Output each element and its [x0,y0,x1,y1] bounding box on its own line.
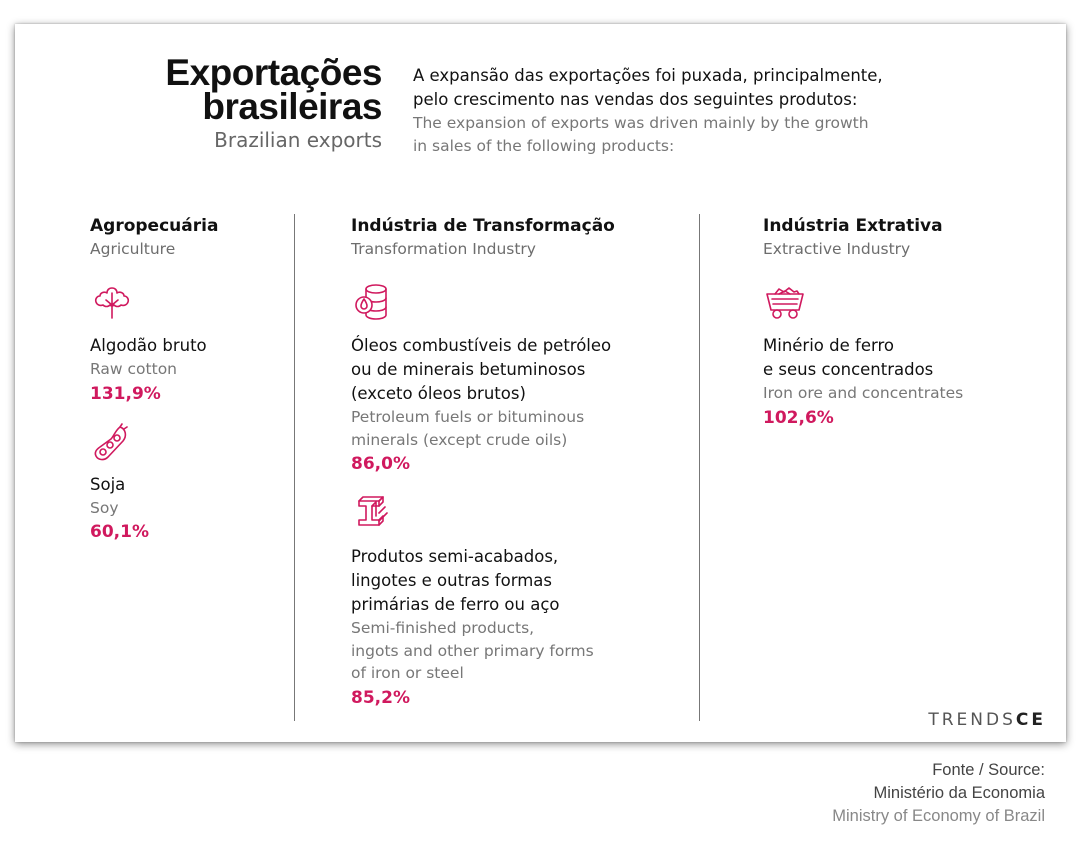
category-extractive: Indústria Extrativa Extractive Industry … [763,214,1033,431]
page-title-line2: brasileiras [202,86,382,127]
growth-percentage: 85,2% [351,687,410,708]
category-subtitle: Extractive Industry [763,240,911,258]
growth-percentage: 86,0% [351,454,410,474]
cotton-icon [90,280,134,324]
intro-pt-line2: pelo crescimento nas vendas dos seguinte… [413,90,858,109]
product-name: Algodão bruto [90,336,207,355]
category-title: Indústria Extrativa [763,216,943,236]
intro-en-line2: in sales of the following products: [413,137,675,155]
product-name-en: of iron or steel [351,664,464,682]
soy-icon [90,421,134,465]
oil-barrel-icon [351,280,395,324]
product-name-en: minerals (except crude oils) [351,430,568,449]
category-title: Agropecuária [90,216,219,236]
product-name: (exceto óleos brutos) [351,384,526,403]
column-divider [294,214,295,721]
intro-text: A expansão das exportações foi puxada, p… [413,64,973,158]
category-subtitle: Transformation Industry [351,240,536,258]
product-name: Óleos combustíveis de petróleo [351,336,612,355]
page-title-line1: Exportações [165,52,382,93]
steel-beam-icon [351,491,395,535]
intro-pt-line1: A expansão das exportações foi puxada, p… [413,66,883,85]
product-name: Produtos semi-acabados, [351,547,559,566]
logo-text: TRENDS [928,710,1016,730]
growth-percentage: 131,9% [90,383,161,404]
source-credit: Fonte / Source: Ministério da Economia M… [832,759,1045,828]
category-subtitle: Agriculture [90,240,176,258]
category-title: Indústria de Transformação [351,216,615,236]
product-name-en: Soy [90,498,119,517]
infographic-card: Exportações brasileiras Brazilian export… [15,24,1066,742]
product-name-en: ingots and other primary forms [351,641,594,660]
ore-cart-icon [763,280,807,324]
product-name-en: Semi-finished products, [351,619,535,637]
title-block: Exportações brasileiras Brazilian export… [82,52,382,153]
product-name: Soja [90,474,126,494]
product-name: lingotes e outras formas [351,571,552,590]
source-name-pt: Ministério da Economia [873,784,1046,802]
product-name: Minério de ferro [763,336,894,355]
growth-percentage: 102,6% [763,407,834,428]
category-agriculture: Agropecuária Agriculture Algodão bruto R… [90,214,290,545]
category-transformation: Indústria de Transformação Transformatio… [351,214,671,711]
logo-text-bold: CE [1015,710,1046,730]
source-label: Fonte / Source: [932,761,1045,779]
column-divider [699,214,700,721]
trendsce-logo: TRENDSCE [928,710,1046,730]
product-name-en: Petroleum fuels or bituminous [351,408,585,426]
product-name: e seus concentrados [763,360,934,379]
product-name: primárias de ferro ou aço [351,595,560,614]
product-name-en: Iron ore and concentrates [763,384,964,402]
page-subtitle: Brazilian exports [214,128,382,152]
source-name-en: Ministry of Economy of Brazil [832,807,1045,825]
product-name: ou de minerais betuminosos [351,360,586,379]
product-name-en: Raw cotton [90,360,177,378]
growth-percentage: 60,1% [90,522,149,542]
intro-en-line1: The expansion of exports was driven main… [413,114,869,132]
